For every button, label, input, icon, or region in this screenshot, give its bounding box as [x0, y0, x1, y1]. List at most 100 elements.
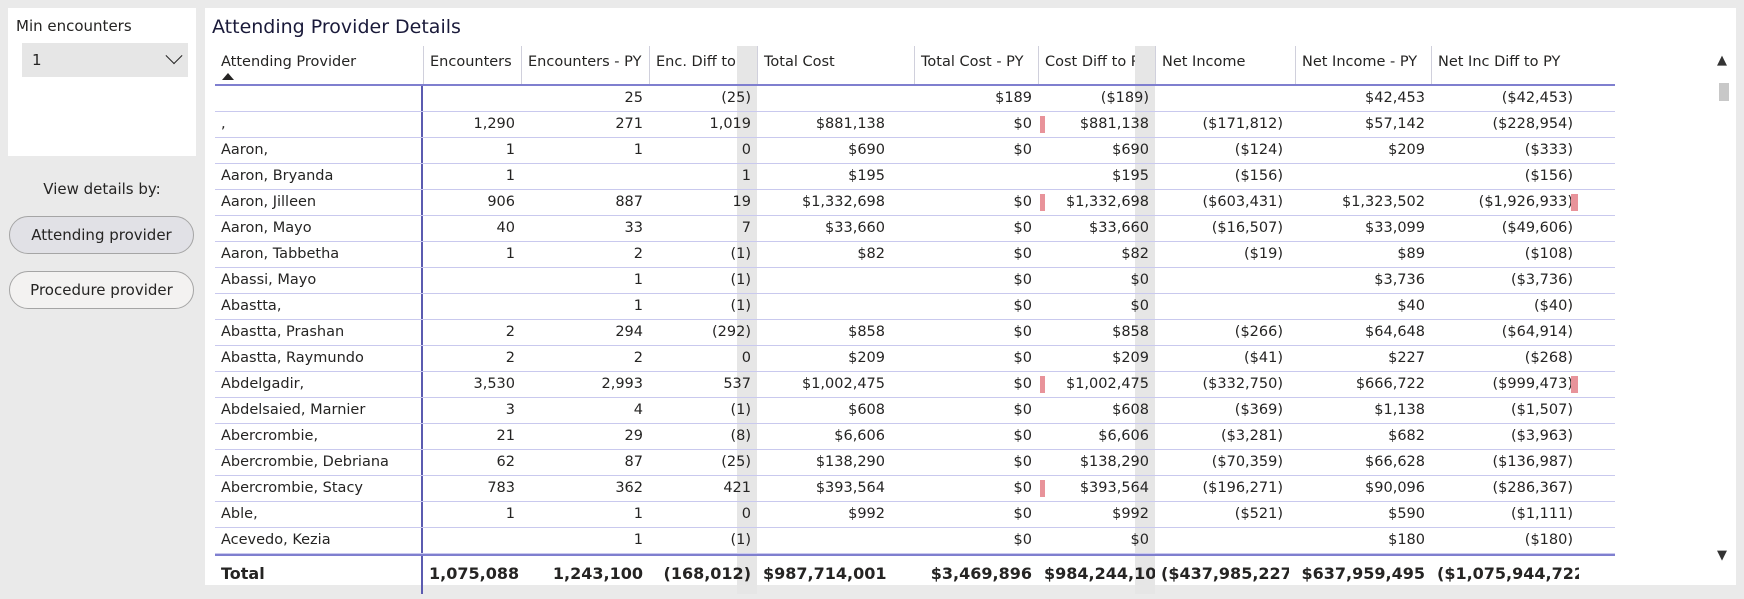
cell-total-cost — [757, 86, 891, 111]
cell-net-income: ($41) — [1244, 350, 1283, 366]
cell-encounters: 1 — [505, 246, 515, 262]
table-row[interactable]: , 1,290 271 1,019 $881,138 $0 $881,138 ($171,81… — [215, 112, 1615, 138]
cell-provider: Abercrombie, — [221, 428, 319, 444]
column-spacer — [1135, 46, 1155, 84]
cell-enc-diff: (1) — [730, 532, 751, 548]
cell-net-income-py: $33,099 — [1365, 220, 1425, 236]
cell-provider: Abdelgadir, — [221, 376, 305, 392]
column-spacer — [737, 424, 757, 449]
cell-encounters-py: 25 — [624, 90, 643, 106]
cell-net-inc-diff: ($156) — [1524, 168, 1573, 184]
column-spacer — [1135, 268, 1155, 293]
column-spacer — [1135, 216, 1155, 241]
table-row[interactable]: Acevedo, Kezia 1 (1) $0 $0 $180 ($180) — [215, 528, 1615, 554]
cell-net-inc-diff: ($49,606) — [1501, 220, 1573, 236]
column-spacer — [1135, 502, 1155, 527]
table-row[interactable]: Aaron, Tabbetha 1 2 (1) $82 $0 $82 ($19) $89 ($10… — [215, 242, 1615, 268]
sort-ascending-icon[interactable] — [222, 73, 234, 80]
total-provider: Total — [221, 564, 265, 583]
column-header-enc-diff[interactable]: Enc. Diff to PY — [649, 46, 758, 84]
table-row[interactable]: Abdelsaied, Marnier 3 4 (1) $608 $0 $608 ($369)… — [215, 398, 1615, 424]
cell-cost-diff: $0 — [1130, 298, 1149, 314]
table-row[interactable]: Abercrombie, Stacy 783 362 421 $393,564 $0 $39… — [215, 476, 1615, 502]
total-net-income: ($437,985,227) — [1161, 564, 1289, 583]
scroll-down-icon[interactable]: ▼ — [1717, 548, 1727, 563]
table-row[interactable]: Abercrombie, Debriana 62 87 (25) $138,290 $0 $… — [215, 450, 1615, 476]
column-header-net-income-py[interactable]: Net Income - PY — [1295, 46, 1431, 84]
cell-encounters — [423, 528, 521, 553]
cell-net-income-py: $666,722 — [1355, 376, 1425, 392]
attending-provider-button[interactable]: Attending provider — [9, 216, 194, 254]
table-row[interactable]: Aaron, 1 1 0 $690 $0 $690 ($124) $209 ($333) — [215, 138, 1615, 164]
total-total-cost-py: $3,469,896 — [930, 564, 1032, 583]
column-header-provider[interactable]: Attending Provider — [221, 54, 357, 70]
total-enc-diff: (168,012) — [663, 564, 752, 583]
table-row[interactable]: Abercrombie, 21 29 (8) $6,606 $0 $6,606 ($3,281… — [215, 424, 1615, 450]
scroll-up-icon[interactable]: ▲ — [1717, 53, 1727, 68]
cell-provider: , — [221, 116, 226, 132]
cell-cost-diff: ($189) — [1100, 90, 1149, 106]
cell-encounters — [423, 294, 521, 319]
scroll-thumb[interactable] — [1719, 83, 1729, 101]
dropdown-value: 1 — [32, 51, 42, 69]
cell-net-inc-diff: ($999,473) — [1492, 376, 1573, 392]
cell-enc-diff: 537 — [723, 376, 751, 392]
table-row[interactable]: Aaron, Bryanda 1 1 $195 $195 ($156) ($156) — [215, 164, 1615, 190]
row-divider — [421, 556, 423, 594]
cell-encounters-py: 4 — [633, 402, 643, 418]
column-spacer — [737, 502, 757, 527]
cell-encounters: 1 — [505, 506, 515, 522]
cell-cost-diff: $82 — [1121, 246, 1149, 262]
row-divider — [421, 502, 423, 527]
table-row[interactable]: Aaron, Mayo 40 33 7 $33,660 $0 $33,660 ($16,507… — [215, 216, 1615, 242]
column-header-total-cost[interactable]: Total Cost — [757, 46, 891, 84]
cell-net-inc-diff: ($40) — [1534, 298, 1573, 314]
table-row[interactable]: Abastta, Prashan 2 294 (292) $858 $0 $858 ($266… — [215, 320, 1615, 346]
cell-encounters: 40 — [496, 220, 515, 236]
cell-cost-diff: $393,564 — [1079, 480, 1149, 496]
cell-provider: Aaron, — [221, 142, 269, 158]
cell-enc-diff: 0 — [741, 350, 751, 366]
cell-total-cost: $82 — [857, 246, 885, 262]
column-header-net-income[interactable]: Net Income — [1155, 46, 1289, 84]
column-header-cost-diff[interactable]: Cost Diff to PY — [1038, 46, 1155, 84]
min-encounters-dropdown[interactable]: 1 — [22, 43, 188, 77]
cell-cost-diff: $608 — [1112, 402, 1149, 418]
column-header-encounters[interactable]: Encounters — [423, 46, 521, 84]
table-row[interactable]: Abassi, Mayo 1 (1) $0 $0 $3,736 ($3,736) — [215, 268, 1615, 294]
cell-enc-diff: 0 — [741, 142, 751, 158]
column-header-net-inc-diff[interactable]: Net Inc Diff to PY — [1431, 46, 1579, 84]
cell-provider: Aaron, Mayo — [221, 220, 312, 236]
cell-enc-diff: (1) — [730, 402, 751, 418]
table-row[interactable]: 25 (25) $189 ($189) $42,453 ($42,453) — [215, 86, 1615, 112]
column-header-total-cost-py[interactable]: Total Cost - PY — [914, 46, 1038, 84]
cell-cost-diff: $690 — [1112, 142, 1149, 158]
cell-total-cost-py: $0 — [1013, 454, 1032, 470]
table-row[interactable]: Abastta, Raymundo 2 2 0 $209 $0 $209 ($41) $227 (… — [215, 346, 1615, 372]
table-header: Attending Provider Encounters Encounters -… — [215, 46, 1615, 86]
cell-net-inc-diff: ($42,453) — [1501, 90, 1573, 106]
table-row[interactable]: Aaron, Jilleen 906 887 19 $1,332,698 $0 $1,332… — [215, 190, 1615, 216]
cell-net-income-py: $89 — [1397, 246, 1425, 262]
column-header-encounters-py[interactable]: Encounters - PY — [521, 46, 649, 84]
table-row[interactable]: Able, 1 1 0 $992 $0 $992 ($521) $590 ($1,111) — [215, 502, 1615, 528]
provider-details-table-visual: Attending Provider Details Attending Pro… — [205, 8, 1736, 594]
total-encounters-py: 1,243,100 — [552, 564, 643, 583]
cell-net-income: ($156) — [1234, 168, 1283, 184]
cell-total-cost: $209 — [848, 350, 885, 366]
cell-net-inc-diff: ($1,507) — [1510, 402, 1573, 418]
procedure-provider-button[interactable]: Procedure provider — [9, 271, 194, 309]
cell-net-inc-diff: ($1,926,933) — [1478, 194, 1573, 210]
cell-cost-diff: $992 — [1112, 506, 1149, 522]
data-bar — [1040, 376, 1045, 393]
data-bar — [1571, 194, 1578, 211]
cell-encounters: 1 — [505, 168, 515, 184]
row-divider — [421, 138, 423, 163]
cell-total-cost-py: $0 — [1013, 246, 1032, 262]
table-row[interactable]: Abastta, 1 (1) $0 $0 $40 ($40) — [215, 294, 1615, 320]
cell-encounters-py: 87 — [624, 454, 643, 470]
vertical-scrollbar[interactable]: ▲ ▼ — [1716, 53, 1730, 563]
cell-provider: Acevedo, Kezia — [221, 532, 331, 548]
table-row[interactable]: Abdelgadir, 3,530 2,993 537 $1,002,475 $0 $1,0… — [215, 372, 1615, 398]
cell-enc-diff: (1) — [730, 272, 751, 288]
